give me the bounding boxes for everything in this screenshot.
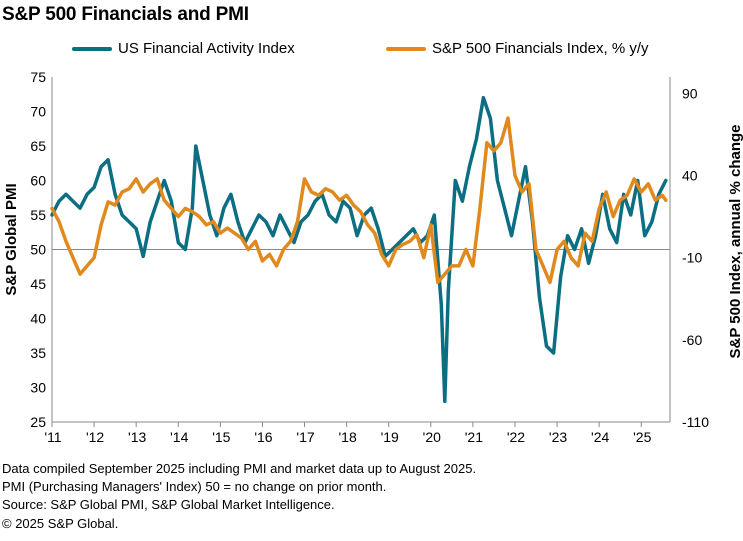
chart-title: S&P 500 Financials and PMI: [2, 4, 249, 25]
left-tick-label: 25: [30, 414, 46, 430]
series-line-financial-activity: [50, 95, 668, 404]
series-lines: [50, 95, 668, 404]
left-tick-label: 60: [30, 173, 46, 189]
left-tick-label: 50: [30, 242, 46, 258]
right-tick-label: 40: [682, 168, 698, 184]
legend: US Financial Activity Index S&P 500 Fina…: [0, 40, 743, 62]
right-tick-label: -110: [682, 414, 709, 430]
right-tick-label: -10: [682, 250, 702, 266]
legend-swatch-teal: [72, 46, 112, 51]
left-tick-label: 55: [30, 207, 46, 223]
series-line-sp500-financials: [50, 116, 668, 285]
left-tick-label: 35: [30, 345, 46, 361]
right-tick-label: 90: [682, 85, 698, 101]
x-tick-label: '23: [549, 429, 567, 445]
left-tick-label: 45: [30, 276, 46, 292]
x-tick-label: '14: [170, 429, 188, 445]
x-tick-label: '25: [633, 429, 651, 445]
left-tick-label: 40: [30, 311, 46, 327]
right-axis-title: S&P 500 Index, annual % change: [727, 125, 743, 359]
x-tick-label: '15: [212, 429, 230, 445]
chart-area: 25 30 35 40 45 50 55 60 65 70 75 -110 -60 -10 40 90 '11 '…: [3, 69, 743, 445]
x-tick-label: '12: [86, 429, 104, 445]
note-source: Source: S&P Global PMI, S&P Global Marke…: [2, 497, 335, 513]
legend-label-sp500-financials: S&P 500 Financials Index, % y/y: [432, 40, 649, 57]
x-tick-label: '22: [507, 429, 525, 445]
tick-labels: 25 30 35 40 45 50 55 60 65 70 75 -110 -60 -10 40 90 '11 '…: [3, 69, 743, 445]
x-tick-label: '19: [381, 429, 399, 445]
left-tick-label: 70: [30, 104, 46, 120]
x-tick-label: '13: [128, 429, 146, 445]
legend-item-sp500-financials: S&P 500 Financials Index, % y/y: [386, 40, 649, 57]
note-copyright: © 2025 S&P Global.: [2, 515, 119, 531]
x-tick-label: '11: [44, 429, 61, 445]
legend-swatch-orange: [386, 46, 426, 51]
legend-label-financial-activity: US Financial Activity Index: [118, 40, 295, 57]
legend-item-financial-activity: US Financial Activity Index: [72, 40, 295, 57]
left-tick-label: 75: [30, 69, 46, 85]
x-tick-label: '16: [254, 429, 272, 445]
left-tick-label: 65: [30, 138, 46, 154]
note-pmi-definition: PMI (Purchasing Managers' Index) 50 = no…: [2, 479, 387, 495]
left-axis-title: S&P Global PMI: [3, 183, 20, 295]
left-tick-label: 30: [30, 380, 46, 396]
note-data-compiled: Data compiled September 2025 including P…: [2, 461, 477, 476]
x-tick-label: '18: [338, 429, 356, 445]
x-tick-label: '21: [465, 429, 483, 445]
x-tick-label: '24: [591, 429, 609, 445]
x-tick-label: '17: [296, 429, 314, 445]
x-tick-label: '20: [423, 429, 441, 445]
chart-notes: Data compiled September 2025 including P…: [2, 460, 476, 533]
right-tick-label: -60: [682, 332, 702, 348]
